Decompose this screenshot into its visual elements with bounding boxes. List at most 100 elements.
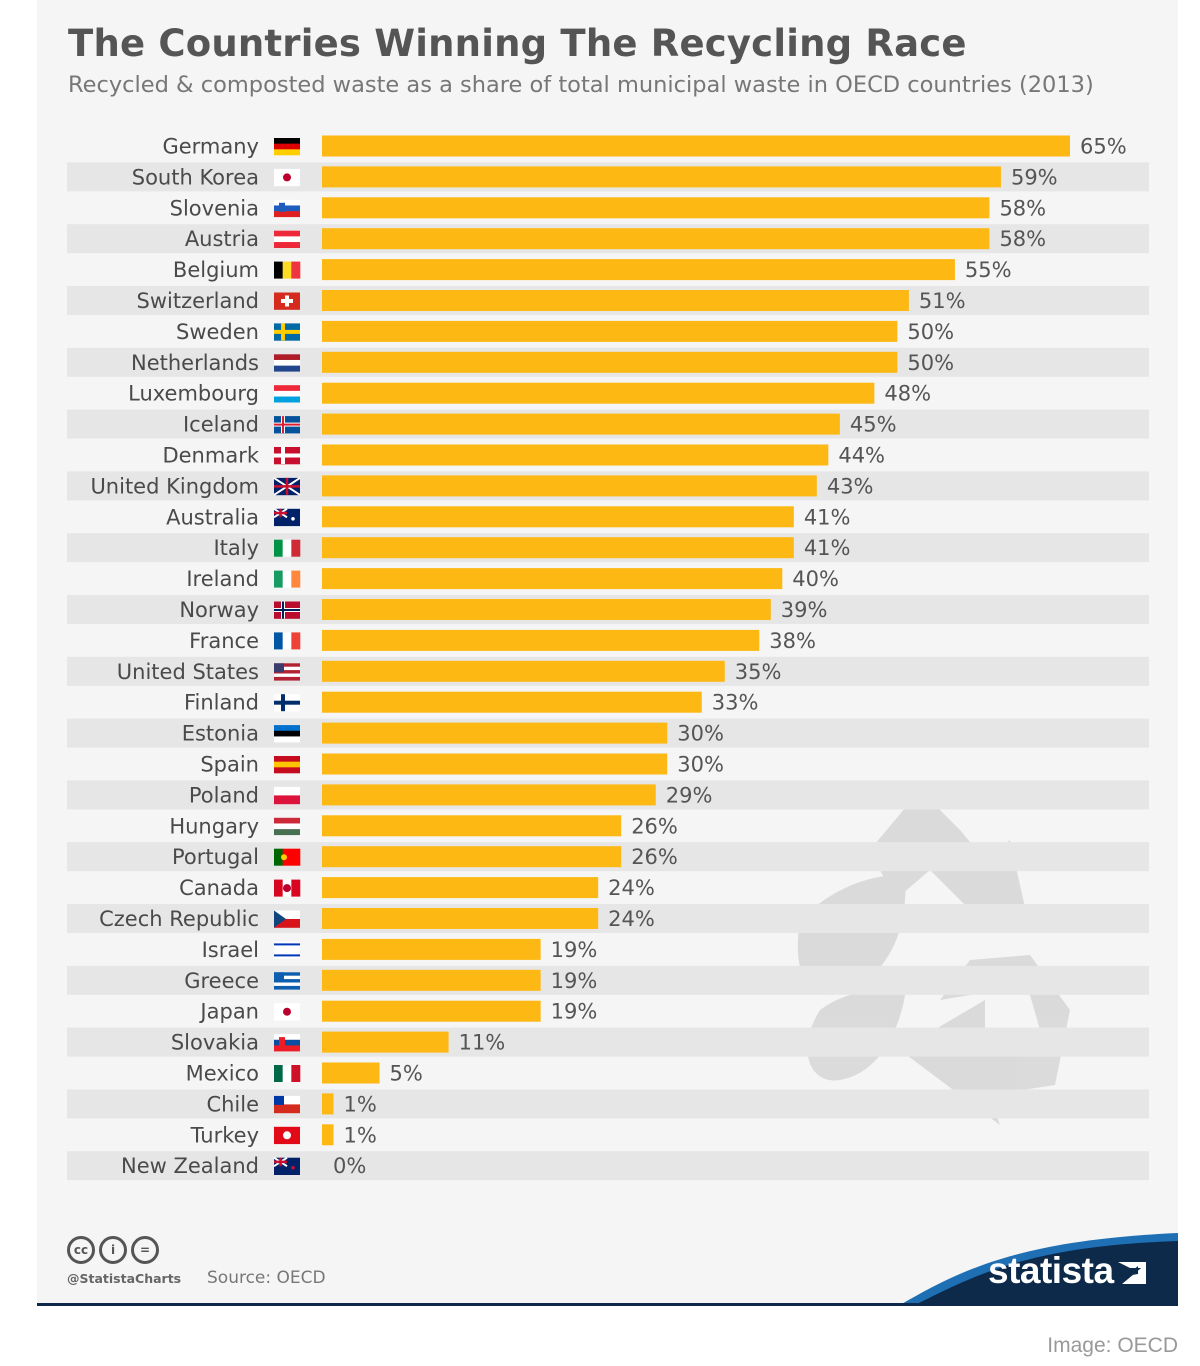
bar [322, 382, 875, 404]
value-label: 33% [712, 691, 759, 715]
value-label: 41% [804, 536, 851, 560]
bar-row: Iceland 45% [67, 409, 1149, 439]
bar-row: Belgium 55% [173, 258, 1012, 282]
value-label: 41% [804, 505, 851, 529]
category-label: United States [117, 660, 259, 684]
flag-icon [274, 261, 301, 279]
bar [322, 228, 990, 250]
source-note: Source: OECD [207, 1268, 326, 1288]
bar-row: Estonia 30% [67, 718, 1149, 748]
bar-row: Finland 33% [184, 691, 758, 715]
value-label: 19% [551, 938, 598, 962]
flag-icon [274, 1126, 300, 1145]
category-label: Netherlands [131, 351, 259, 375]
value-label: 29% [666, 783, 713, 807]
category-label: New Zealand [121, 1154, 259, 1178]
flag-icon [274, 199, 300, 218]
bar [322, 784, 656, 806]
value-label: 40% [792, 567, 839, 591]
row-stripe [67, 1089, 1149, 1119]
category-label: Spain [200, 753, 259, 777]
bar [322, 1093, 334, 1115]
flag-icon [274, 230, 300, 248]
row-stripe [67, 1151, 1149, 1181]
flag-icon [274, 138, 300, 156]
flag-icon [274, 725, 300, 743]
category-label: Australia [166, 505, 259, 529]
flag-icon [274, 941, 300, 959]
image-credit: Image: OECD [1047, 1334, 1178, 1357]
category-label: Japan [198, 1000, 259, 1024]
category-label: Ireland [186, 567, 259, 591]
chart-subtitle: Recycled & composted waste as a share of… [68, 72, 1094, 98]
flag-icon [274, 1003, 300, 1021]
value-label: 19% [551, 969, 598, 993]
category-label: Portugal [172, 845, 259, 869]
value-label: 30% [677, 753, 724, 777]
bar [322, 444, 829, 466]
value-label: 0% [333, 1154, 366, 1178]
category-label: Austria [185, 227, 259, 251]
bar [322, 537, 794, 559]
bar [322, 691, 702, 713]
flag-icon [274, 601, 300, 619]
bar-row: Norway 39% [67, 595, 1149, 624]
bar-row: France 38% [189, 629, 816, 653]
flag-icon [274, 632, 301, 650]
bar [322, 938, 541, 960]
bar-row: Austria 58% [67, 224, 1149, 254]
bar [322, 320, 898, 342]
category-label: Sweden [176, 320, 259, 344]
category-label: Slovenia [170, 196, 259, 220]
value-label: 51% [919, 289, 966, 313]
bar-row: Germany 65% [162, 135, 1126, 159]
bar-row: Switzerland 51% [67, 286, 1149, 315]
category-label: Germany [162, 135, 259, 159]
bar-row: Slovakia 11% [67, 1027, 1149, 1057]
flag-icon [274, 1065, 301, 1082]
category-label: Switzerland [137, 289, 260, 313]
flag-icon [273, 507, 300, 527]
bar [322, 908, 599, 929]
flag-icon [274, 416, 300, 434]
flag-icon [274, 447, 300, 465]
bar [322, 660, 725, 682]
bar [322, 753, 668, 775]
value-label: 38% [769, 629, 816, 653]
license-icons: cc i = [67, 1236, 159, 1264]
category-label: United Kingdom [90, 474, 259, 498]
value-label: 45% [850, 413, 897, 437]
value-label: 48% [884, 382, 931, 406]
statista-logo-text: statista [988, 1250, 1114, 1291]
value-label: 50% [907, 351, 954, 375]
row-stripe [67, 1027, 1149, 1057]
bar-row: Turkey 1% [190, 1123, 377, 1147]
bar [322, 722, 668, 744]
category-label: Greece [184, 969, 259, 993]
value-label: 58% [999, 196, 1046, 220]
flag-icon [274, 385, 300, 403]
flag-icon [273, 1156, 300, 1175]
bar-row: Hungary 26% [169, 814, 678, 838]
bar [322, 506, 794, 528]
flag-icon [274, 786, 300, 805]
bar-row: Slovenia 58% [170, 196, 1047, 220]
flag-icon [273, 477, 301, 496]
bar-row: Denmark 44% [162, 444, 885, 468]
category-label: France [189, 629, 259, 653]
bar [322, 259, 955, 281]
category-label: Mexico [186, 1062, 259, 1086]
bar [322, 475, 817, 497]
bar [322, 166, 1001, 188]
bar-row: Ireland 40% [186, 567, 839, 591]
bar-row: Italy 41% [67, 533, 1149, 563]
bar [322, 846, 622, 868]
bar-row: Japan 19% [198, 1000, 597, 1024]
bar [322, 1000, 541, 1022]
category-label: Israel [202, 938, 259, 962]
bar [322, 1124, 334, 1146]
row-stripe [67, 965, 1149, 995]
bar-row: Luxembourg 48% [128, 382, 931, 406]
value-label: 26% [631, 814, 678, 838]
